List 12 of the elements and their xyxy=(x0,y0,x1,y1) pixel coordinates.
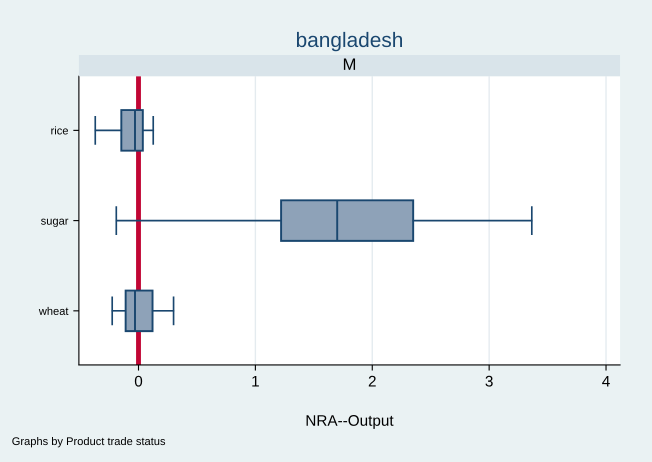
chart-subtitle: M xyxy=(344,58,356,70)
x-tick-label: 2 xyxy=(368,376,376,386)
y-tick-label: wheat xyxy=(38,306,68,315)
text: Graphs by Product trade status xyxy=(12,436,166,448)
x-tick-label: 1 xyxy=(252,376,259,386)
x-tick-label: 4 xyxy=(602,376,610,386)
y-tick-label: rice xyxy=(51,126,68,135)
chart-title: bangladesh xyxy=(296,32,402,52)
x-tick-label: 0 xyxy=(134,376,142,387)
x-axis-title: NRA--Output xyxy=(306,415,394,429)
x-tick-label: 3 xyxy=(485,376,493,387)
y-tick-label: sugar xyxy=(40,218,68,227)
